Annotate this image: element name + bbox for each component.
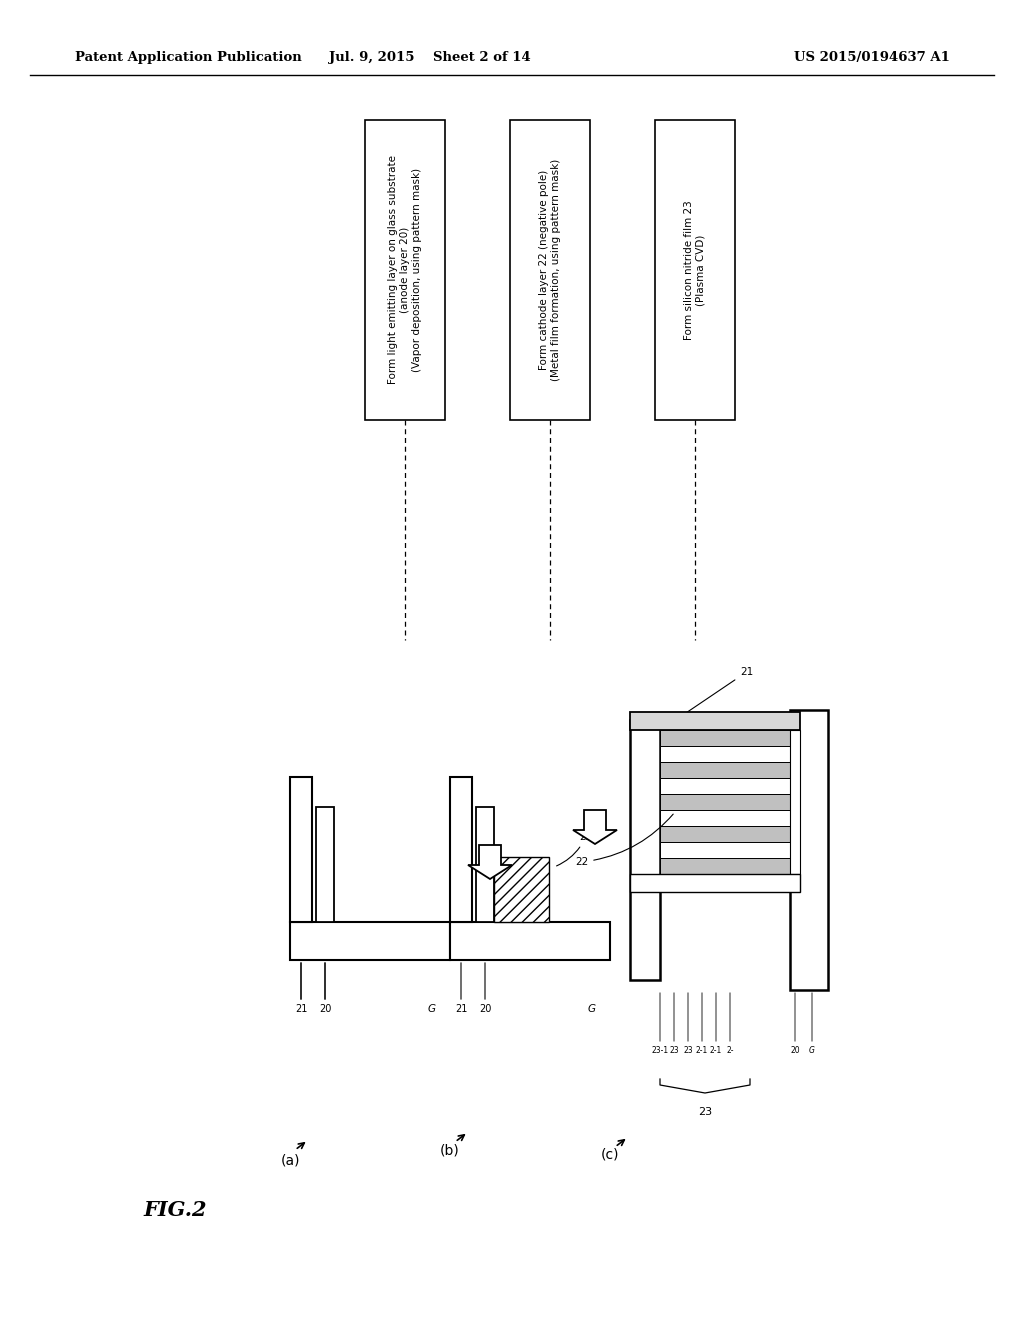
Bar: [660, 730, 790, 746]
Bar: [510, 120, 590, 420]
Text: FIG.2: FIG.2: [143, 1200, 207, 1220]
Bar: [450, 777, 472, 921]
Bar: [630, 874, 800, 892]
Text: (a): (a): [281, 1152, 300, 1167]
Bar: [290, 921, 450, 960]
Bar: [660, 826, 790, 842]
Bar: [790, 730, 800, 874]
Bar: [660, 746, 790, 762]
Text: Jul. 9, 2015    Sheet 2 of 14: Jul. 9, 2015 Sheet 2 of 14: [329, 51, 530, 65]
Text: US 2015/0194637 A1: US 2015/0194637 A1: [795, 51, 950, 65]
Bar: [630, 711, 800, 730]
Text: 21: 21: [682, 667, 754, 715]
Text: 23: 23: [670, 1045, 679, 1055]
Bar: [660, 777, 790, 795]
Text: (c): (c): [601, 1148, 620, 1162]
Polygon shape: [573, 810, 617, 843]
Bar: [655, 120, 735, 420]
Bar: [660, 810, 790, 826]
Text: Patent Application Publication: Patent Application Publication: [75, 51, 302, 65]
Text: Form silicon nitride film 23
(Plasma CVD): Form silicon nitride film 23 (Plasma CVD…: [684, 201, 706, 339]
Text: 2-1: 2-1: [710, 1045, 722, 1055]
Bar: [365, 120, 445, 420]
Text: 21: 21: [295, 1005, 307, 1014]
Bar: [290, 777, 312, 921]
Bar: [660, 842, 790, 858]
Bar: [790, 710, 828, 990]
Text: 20: 20: [479, 1005, 492, 1014]
Text: 21: 21: [455, 1005, 467, 1014]
Text: (b): (b): [440, 1143, 460, 1158]
Text: 23: 23: [683, 1045, 693, 1055]
Text: 23-1: 23-1: [651, 1045, 669, 1055]
Text: 2-1: 2-1: [696, 1045, 709, 1055]
Text: 20: 20: [318, 1005, 331, 1014]
Bar: [630, 719, 660, 979]
Bar: [660, 858, 790, 874]
Text: G: G: [809, 1045, 815, 1055]
Polygon shape: [468, 845, 512, 879]
Bar: [660, 762, 790, 777]
Text: 23: 23: [698, 1107, 712, 1117]
Text: 22: 22: [575, 814, 673, 867]
Bar: [476, 807, 494, 921]
Bar: [316, 807, 334, 921]
Text: Form light emitting layer on glass substrate
(anode layer 20)
(Vapor deposition,: Form light emitting layer on glass subst…: [388, 156, 422, 384]
Bar: [494, 857, 549, 921]
Text: Form cathode layer 22 (negative pole)
(Metal film formation, using pattern mask): Form cathode layer 22 (negative pole) (M…: [540, 158, 561, 381]
Text: G: G: [588, 1005, 596, 1014]
Text: 20: 20: [791, 1045, 800, 1055]
Text: 2-: 2-: [726, 1045, 734, 1055]
Bar: [660, 795, 790, 810]
Bar: [450, 921, 610, 960]
Text: G: G: [428, 1005, 436, 1014]
Text: 22: 22: [557, 832, 592, 866]
